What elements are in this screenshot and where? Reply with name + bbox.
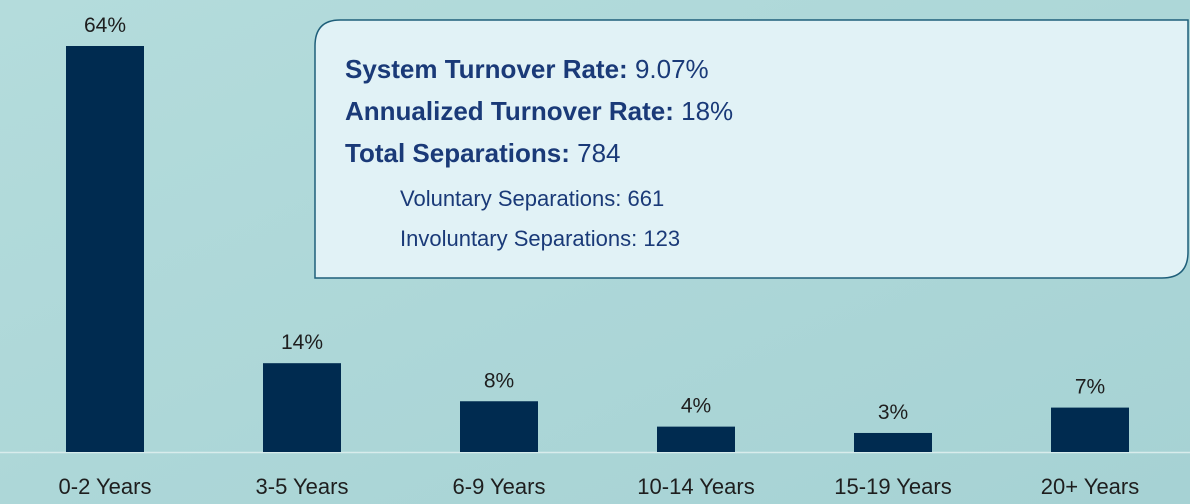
bar [460, 401, 538, 452]
bar [1051, 407, 1129, 452]
x-tick-label: 0-2 Years [59, 474, 152, 499]
data-label: 8% [484, 369, 514, 392]
data-label: 14% [281, 331, 323, 354]
annotation-line: Annualized Turnover Rate: 18% [345, 96, 733, 126]
data-label: 64% [84, 14, 126, 37]
data-label: 3% [878, 401, 908, 424]
annotation-subline: Voluntary Separations: 661 [400, 186, 664, 211]
annotation-value: 784 [577, 138, 620, 168]
data-label: 7% [1075, 376, 1105, 399]
bar [657, 426, 735, 452]
bar [66, 46, 144, 452]
data-label: 4% [681, 395, 711, 418]
x-tick-label: 15-19 Years [834, 474, 951, 499]
x-tick-label: 6-9 Years [453, 474, 546, 499]
bar [263, 363, 341, 452]
annotation-label: Annualized Turnover Rate: [345, 96, 674, 126]
x-tick-label: 10-14 Years [637, 474, 754, 499]
annotation-subline: Involuntary Separations: 123 [400, 226, 680, 251]
annotation-box [314, 19, 1189, 279]
annotation: System Turnover Rate: 9.07% Annualized Tu… [345, 54, 733, 251]
annotation-line: System Turnover Rate: 9.07% [345, 54, 709, 84]
bar [854, 432, 932, 452]
annotation-value: 9.07% [635, 54, 709, 84]
x-tick-label: 3-5 Years [256, 474, 349, 499]
x-tick-label: 20+ Years [1041, 474, 1139, 499]
annotation-label: Total Separations: [345, 138, 570, 168]
annotation-label: System Turnover Rate: [345, 54, 628, 84]
annotation-line: Total Separations: 784 [345, 138, 621, 168]
annotation-value: 18% [681, 96, 733, 126]
